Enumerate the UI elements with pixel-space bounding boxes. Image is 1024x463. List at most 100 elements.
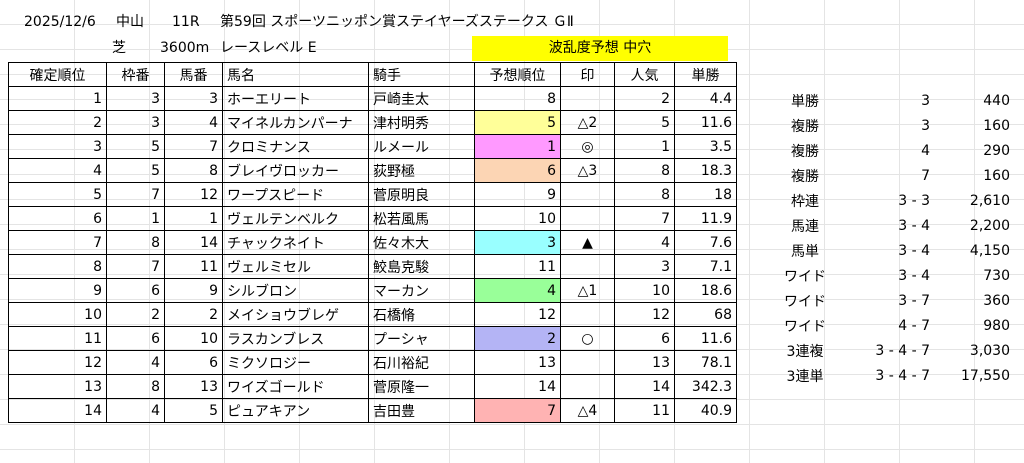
uma-cell: 4	[164, 110, 223, 135]
horse-name-cell: ミクソロジー	[222, 350, 369, 375]
popularity-cell: 8	[614, 158, 675, 183]
odds-cell: 3.5	[674, 134, 737, 159]
payout-combo: 4	[921, 142, 930, 159]
payout-type: 複勝	[791, 118, 819, 135]
mark-cell	[560, 374, 615, 399]
odds-cell: 11.9	[674, 206, 737, 231]
payout-combo: 7	[921, 167, 930, 184]
popularity-cell: 11	[614, 398, 675, 423]
race-venue: 中山	[116, 14, 144, 30]
rank-cell: 7	[8, 230, 107, 255]
pred-rank-cell: 7	[474, 398, 561, 423]
waku-cell: 8	[106, 230, 165, 255]
horse-name-cell: ピュアキアン	[222, 398, 369, 423]
upset-forecast-label: 波乱度予想 中穴	[472, 36, 728, 61]
waku-cell: 1	[106, 206, 165, 231]
col-header-pop: 人気	[614, 62, 675, 87]
mark-cell	[560, 254, 615, 279]
uma-cell: 2	[164, 302, 223, 327]
rank-cell: 6	[8, 206, 107, 231]
mark-cell	[560, 86, 615, 111]
table-row: 4 5 8 ブレイヴロッカー 荻野極 6 △3 8 18.3	[8, 158, 737, 183]
odds-cell: 7.1	[674, 254, 737, 279]
popularity-cell: 14	[614, 374, 675, 399]
payout-row: 複勝 7 160	[770, 163, 1010, 188]
pred-rank-cell: 3	[474, 230, 561, 255]
jockey-cell: 石橋脩	[368, 302, 475, 327]
payout-type: 単勝	[791, 93, 819, 110]
popularity-cell: 4	[614, 230, 675, 255]
popularity-cell: 6	[614, 326, 675, 351]
payout-combo: 3 - 4	[898, 217, 930, 234]
payout-row: 複勝 3 160	[770, 113, 1010, 138]
jockey-cell: 松若風馬	[368, 206, 475, 231]
uma-cell: 6	[164, 350, 223, 375]
rank-cell: 3	[8, 134, 107, 159]
table-row: 5 7 12 ワープスピード 菅原明良 9 8 18	[8, 182, 737, 207]
table-row: 6 1 1 ヴェルテンベルク 松若風馬 10 7 11.9	[8, 206, 737, 231]
jockey-cell: プーシャ	[368, 326, 475, 351]
uma-cell: 12	[164, 182, 223, 207]
payout-amount: 160	[983, 167, 1010, 184]
horse-name-cell: クロミナンス	[222, 134, 369, 159]
waku-cell: 8	[106, 374, 165, 399]
payout-type: 馬連	[791, 218, 819, 235]
table-row: 3 5 7 クロミナンス ルメール 1 ◎ 1 3.5	[8, 134, 737, 159]
pred-rank-cell: 2	[474, 326, 561, 351]
odds-cell: 18.6	[674, 278, 737, 303]
mark-cell	[560, 350, 615, 375]
col-header-pred: 予想順位	[474, 62, 561, 87]
uma-cell: 11	[164, 254, 223, 279]
waku-cell: 3	[106, 86, 165, 111]
rank-cell: 8	[8, 254, 107, 279]
horse-name-cell: ラスカンブレス	[222, 326, 369, 351]
uma-cell: 1	[164, 206, 223, 231]
odds-cell: 11.6	[674, 110, 737, 135]
pred-rank-cell: 11	[474, 254, 561, 279]
payout-combo: 3 - 4 - 7	[875, 342, 930, 359]
mark-cell: ▲	[560, 230, 615, 255]
waku-cell: 6	[106, 326, 165, 351]
waku-cell: 2	[106, 302, 165, 327]
odds-cell: 78.1	[674, 350, 737, 375]
table-row: 9 6 9 シルブロン マーカン 4 △1 10 18.6	[8, 278, 737, 303]
payout-amount: 17,550	[961, 367, 1010, 384]
table-row: 8 7 11 ヴェルミセル 鮫島克駿 11 3 7.1	[8, 254, 737, 279]
mark-cell	[560, 206, 615, 231]
rank-cell: 13	[8, 374, 107, 399]
rank-cell: 5	[8, 182, 107, 207]
race-name: 第59回 スポーツニッポン賞ステイヤーズステークス ＧⅡ	[220, 14, 574, 30]
mark-cell	[560, 302, 615, 327]
jockey-cell: 菅原明良	[368, 182, 475, 207]
jockey-cell: 戸崎圭太	[368, 86, 475, 111]
horse-name-cell: マイネルカンパーナ	[222, 110, 369, 135]
popularity-cell: 10	[614, 278, 675, 303]
uma-cell: 8	[164, 158, 223, 183]
odds-cell: 68	[674, 302, 737, 327]
race-distance: 3600m	[160, 40, 210, 56]
horse-name-cell: ヴェルミセル	[222, 254, 369, 279]
mark-cell: ○	[560, 326, 615, 351]
waku-cell: 3	[106, 110, 165, 135]
col-header-mark: 印	[560, 62, 615, 87]
mark-cell: △1	[560, 278, 615, 303]
horse-name-cell: メイショウブレゲ	[222, 302, 369, 327]
payout-amount: 3,030	[969, 342, 1010, 359]
rank-cell: 9	[8, 278, 107, 303]
horse-name-cell: チャックネイト	[222, 230, 369, 255]
table-row: 1 3 3 ホーエリート 戸崎圭太 8 2 4.4	[8, 86, 737, 111]
payout-row: 馬連 3 - 4 2,200	[770, 213, 1010, 238]
odds-cell: 4.4	[674, 86, 737, 111]
pred-rank-cell: 6	[474, 158, 561, 183]
waku-cell: 7	[106, 182, 165, 207]
popularity-cell: 7	[614, 206, 675, 231]
uma-cell: 13	[164, 374, 223, 399]
payout-type: 複勝	[791, 168, 819, 185]
payout-amount: 4,150	[969, 242, 1010, 259]
pred-rank-cell: 4	[474, 278, 561, 303]
horse-name-cell: シルブロン	[222, 278, 369, 303]
odds-cell: 11.6	[674, 326, 737, 351]
payout-amount: 160	[983, 117, 1010, 134]
payout-amount: 360	[983, 292, 1010, 309]
payout-combo: 4 - 7	[898, 317, 930, 334]
